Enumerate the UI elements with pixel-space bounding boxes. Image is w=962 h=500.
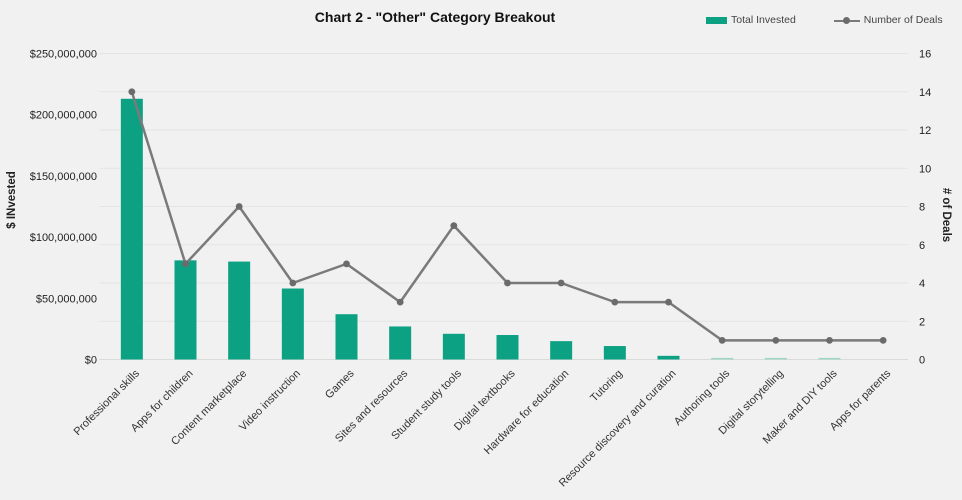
bar-total-invested	[550, 341, 573, 360]
bar-total-invested	[174, 260, 197, 360]
bar-total-invested	[335, 314, 358, 360]
line-marker-swatch-icon	[833, 16, 860, 25]
legend-label-total-invested: Total Invested	[731, 14, 796, 26]
deals-marker	[289, 279, 297, 287]
legend-label-number-of-deals: Number of Deals	[863, 14, 943, 26]
deals-marker	[182, 260, 189, 268]
deals-marker	[128, 88, 136, 96]
right-axis-tick-label: 14	[919, 87, 931, 99]
left-axis-tick-label: $250,000,000	[30, 49, 97, 61]
bar-total-invested	[818, 357, 841, 360]
left-axis-tick-label: $50,000,000	[36, 293, 97, 305]
deals-marker	[665, 298, 672, 306]
deals-marker	[557, 279, 565, 287]
left-axis-tick-label: $100,000,000	[30, 232, 97, 244]
category-label: Tutoring	[588, 368, 625, 405]
bar-total-invested	[496, 335, 519, 360]
left-axis-tick-label: $0	[85, 355, 97, 367]
deals-marker	[718, 336, 726, 344]
bar-total-invested	[281, 288, 304, 360]
deals-marker	[504, 279, 511, 287]
deals-marker	[235, 203, 243, 210]
right-axis-tick-label: 0	[919, 355, 925, 367]
bar-total-invested	[228, 261, 251, 360]
bar-total-invested	[603, 346, 626, 360]
right-axis-tick-label: 8	[919, 202, 925, 214]
deals-marker	[611, 298, 619, 306]
bar-total-invested	[442, 333, 465, 360]
right-axis-tick-label: 10	[919, 163, 931, 175]
left-axis-tick-label: $150,000,000	[30, 171, 97, 183]
deals-marker	[826, 336, 833, 344]
right-axis-title: # of Deals	[940, 187, 952, 243]
legend-item-number-of-deals: Number of Deals	[833, 14, 943, 26]
deals-marker	[343, 260, 350, 268]
legend: Total Invested Number of Deals	[706, 14, 943, 26]
left-axis-title: $ INvested	[6, 171, 18, 229]
right-axis-tick-label: 12	[919, 125, 931, 137]
category-label: Games	[323, 367, 357, 401]
chart-title: Chart 2 - "Other" Category Breakout	[314, 9, 556, 25]
bar-total-invested	[389, 326, 412, 360]
right-axis-tick-label: 4	[919, 278, 925, 290]
deals-marker	[396, 298, 404, 306]
deals-marker	[772, 336, 780, 344]
right-axis-tick-label: 2	[919, 316, 925, 328]
right-axis-tick-label: 6	[919, 240, 925, 252]
bar-total-invested	[657, 355, 680, 360]
deals-marker	[450, 222, 458, 230]
bar-total-invested	[711, 357, 734, 360]
bar-total-invested	[764, 357, 787, 360]
left-axis-tick-label: $200,000,000	[30, 110, 97, 122]
bar-total-invested	[120, 98, 143, 360]
category-label: Authoring tools	[672, 367, 733, 428]
bar-swatch-icon	[706, 16, 727, 24]
legend-item-total-invested: Total Invested	[706, 14, 796, 26]
right-axis-tick-label: 16	[919, 49, 931, 61]
deals-marker	[879, 336, 887, 344]
category-label: Resource discovery and curation	[557, 368, 679, 490]
